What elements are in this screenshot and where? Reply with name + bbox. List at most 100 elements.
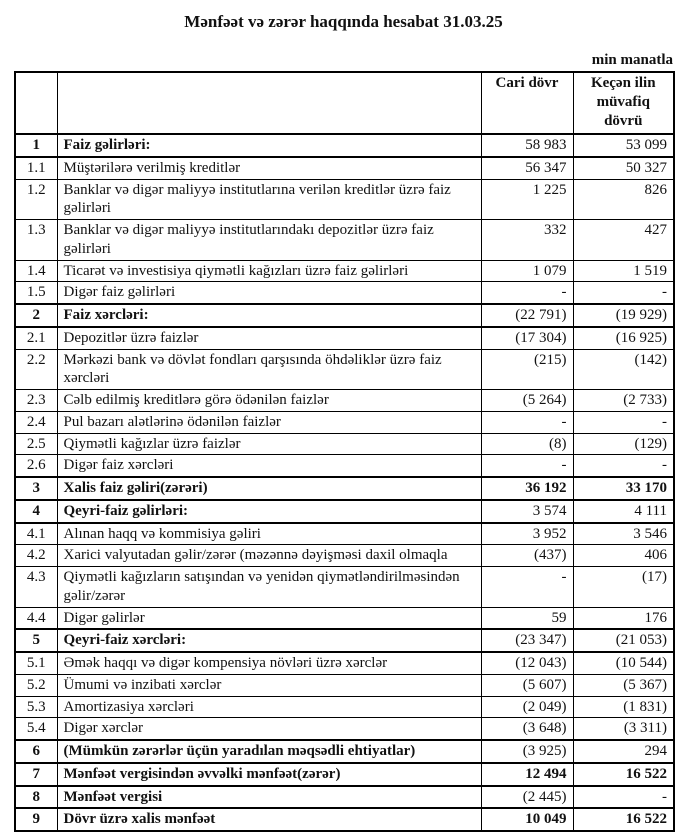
row-label-cell: Banklar və digər maliyyə institutlarına …: [56, 178, 482, 220]
row-label-cell: Xarici valyutadan gəlir/zərər (məzənnə d…: [56, 544, 482, 567]
table-row: 9 Dövr üzrə xalis mənfəət 10 049 16 522: [14, 807, 675, 832]
header-current-period-cell: Cari dövr: [480, 71, 574, 135]
row-label-cell: Qiymətli kağızların satışından və yenidə…: [56, 566, 482, 608]
row-current-cell: 36 192: [480, 476, 574, 501]
row-current-cell: -: [480, 281, 574, 305]
row-label-cell: Ümumi və inzibati xərclər: [56, 673, 482, 697]
row-current-cell: (215): [480, 348, 574, 390]
row-previous-cell: 427: [572, 219, 675, 261]
row-current-cell: (5 264): [480, 389, 574, 412]
row-number-cell: 5: [14, 628, 58, 653]
row-number-cell: 2.1: [14, 326, 58, 350]
row-previous-cell: 3 546: [572, 521, 675, 546]
table-row: 4.1 Alınan haqq və kommisiya gəliri 3 952 3…: [14, 521, 675, 546]
table-row: 2 Faiz xərcləri: (22 791) (19 929): [14, 303, 675, 328]
row-label-cell: Qiymətli kağızlar üzrə faizlər: [56, 432, 482, 456]
table-row: 1 Faiz gəlirləri: 58 983 53 099: [14, 133, 675, 158]
row-current-cell: 58 983: [480, 133, 574, 158]
row-current-cell: 3 574: [480, 498, 574, 524]
row-previous-cell: (19 929): [572, 303, 675, 328]
table-row: 5.1 Əmək haqqı və digər kompensiya növlər…: [14, 651, 675, 675]
row-number-cell: 4: [14, 498, 58, 524]
table-header-row: Cari dövr Keçən ilin müvafiq dövrü: [14, 71, 675, 135]
row-label-cell: Mərkəzi bank və dövlət fondları qarşısın…: [56, 348, 482, 390]
pnl-table: Cari dövr Keçən ilin müvafiq dövrü 1 Faiz…: [14, 71, 675, 832]
row-label-cell: Pul bazarı alətlərinə ödənilən faizlər: [56, 410, 482, 434]
row-current-cell: 56 347: [480, 156, 574, 180]
row-previous-cell: (21 053): [572, 628, 675, 653]
row-previous-cell: 16 522: [572, 807, 675, 832]
row-label-cell: Digər faiz gəlirləri: [56, 281, 482, 305]
row-label-cell: Digər faiz xərcləri: [56, 454, 482, 478]
row-number-cell: 6: [14, 739, 58, 764]
row-label-cell: Cəlb edilmiş kreditlərə görə ödənilən fa…: [56, 389, 482, 412]
row-current-cell: -: [480, 410, 574, 434]
row-number-cell: 2.2: [14, 348, 58, 390]
row-previous-cell: 406: [572, 544, 675, 567]
row-label-cell: Alınan haqq və kommisiya gəliri: [56, 521, 482, 546]
table-row: 1.3 Banklar və digər maliyyə institutları…: [14, 219, 675, 261]
row-previous-cell: (10 544): [572, 651, 675, 675]
row-number-cell: 5.4: [14, 717, 58, 741]
row-number-cell: 1.3: [14, 219, 58, 261]
row-previous-cell: (2 733): [572, 389, 675, 412]
row-current-cell: (22 791): [480, 303, 574, 328]
row-number-cell: 1.1: [14, 156, 58, 180]
table-row: 8 Mənfəət vergisi (2 445) -: [14, 784, 675, 810]
row-current-cell: 59: [480, 606, 574, 630]
row-label-cell: Digər gəlirlər: [56, 606, 482, 630]
table-row: 5.4 Digər xərclər (3 648) (3 311): [14, 717, 675, 741]
row-current-cell: (12 043): [480, 651, 574, 675]
row-current-cell: (3 648): [480, 717, 574, 741]
row-current-cell: (5 607): [480, 673, 574, 697]
header-no-cell: [14, 71, 58, 135]
row-label-cell: Ticarət və investisiya qiymətli kağızlar…: [56, 259, 482, 283]
table-row: 4.4 Digər gəlirlər 59 176: [14, 606, 675, 630]
header-previous-period-cell: Keçən ilin müvafiq dövrü: [572, 71, 675, 135]
row-number-cell: 8: [14, 784, 58, 810]
row-previous-cell: -: [572, 784, 675, 810]
table-row: 1.4 Ticarət və investisiya qiymətli kağız…: [14, 259, 675, 283]
table-row: 2.3 Cəlb edilmiş kreditlərə görə ödənilən…: [14, 389, 675, 412]
table-row: 3 Xalis faiz gəliri(zərəri) 36 192 33 170: [14, 476, 675, 501]
table-row: 1.5 Digər faiz gəlirləri - -: [14, 281, 675, 305]
row-previous-cell: 4 111: [572, 498, 675, 524]
row-current-cell: 10 049: [480, 807, 574, 832]
row-label-cell: Xalis faiz gəliri(zərəri): [56, 476, 482, 501]
row-current-cell: (17 304): [480, 326, 574, 350]
row-number-cell: 5.2: [14, 673, 58, 697]
row-label-cell: Faiz xərcləri:: [56, 303, 482, 328]
row-previous-cell: 50 327: [572, 156, 675, 180]
row-number-cell: 2.3: [14, 389, 58, 412]
table-row: 1.1 Müştərilərə verilmiş kreditlər 56 347 5…: [14, 156, 675, 180]
row-number-cell: 4.4: [14, 606, 58, 630]
row-previous-cell: (5 367): [572, 673, 675, 697]
table-row: 4.3 Qiymətli kağızların satışından və yen…: [14, 566, 675, 608]
table-row: 5.3 Amortizasiya xərcləri (2 049) (1 831): [14, 695, 675, 719]
row-previous-cell: -: [572, 410, 675, 434]
table-row: 2.2 Mərkəzi bank və dövlət fondları qarşı…: [14, 348, 675, 390]
table-row: 2.4 Pul bazarı alətlərinə ödənilən faizlə…: [14, 410, 675, 434]
row-label-cell: Əmək haqqı və digər kompensiya növləri ü…: [56, 651, 482, 675]
table-row: 2.6 Digər faiz xərcləri - -: [14, 454, 675, 478]
header-label-cell: [56, 71, 482, 135]
row-current-cell: 3 952: [480, 521, 574, 546]
row-number-cell: 7: [14, 761, 58, 787]
row-label-cell: Depozitlər üzrə faizlər: [56, 326, 482, 350]
table-row: 5.2 Ümumi və inzibati xərclər (5 607) (5 36…: [14, 673, 675, 697]
row-number-cell: 4.1: [14, 521, 58, 546]
row-label-cell: Qeyri-faiz xərcləri:: [56, 628, 482, 653]
row-label-cell: Qeyri-faiz gəlirləri:: [56, 498, 482, 524]
row-label-cell: Mənfəət vergisi: [56, 784, 482, 810]
row-number-cell: 2.6: [14, 454, 58, 478]
row-label-cell: Amortizasiya xərcləri: [56, 695, 482, 719]
page-title: Mənfəət və zərər haqqında hesabat 31.03.…: [184, 12, 503, 31]
table-row: 4.2 Xarici valyutadan gəlir/zərər (məzənn…: [14, 544, 675, 567]
row-previous-cell: -: [572, 454, 675, 478]
row-number-cell: 2.5: [14, 432, 58, 456]
row-number-cell: 1.4: [14, 259, 58, 283]
table-row: 4 Qeyri-faiz gəlirləri: 3 574 4 111: [14, 498, 675, 524]
row-number-cell: 1.5: [14, 281, 58, 305]
row-previous-cell: (17): [572, 566, 675, 608]
